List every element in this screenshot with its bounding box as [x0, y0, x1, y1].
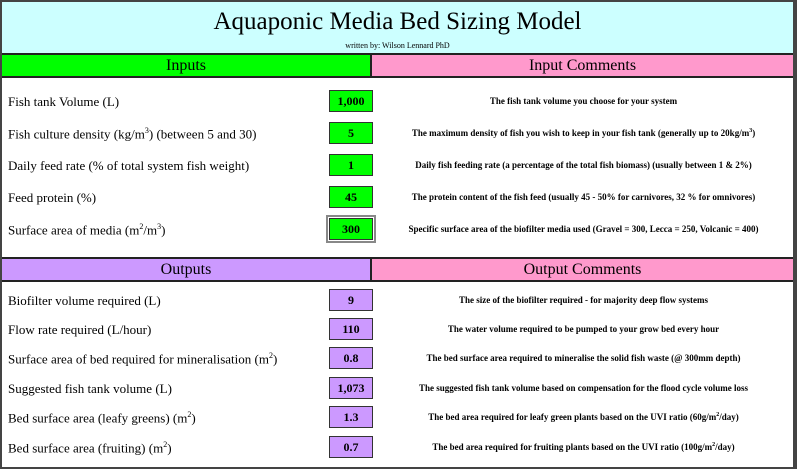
input-value-cell[interactable]: 1,000 — [329, 90, 373, 112]
output-comment: The water volume required to be pumped t… — [447, 324, 720, 334]
output-row: Biofilter volume required (L) 9 The size… — [2, 287, 793, 315]
page-title: Aquaponic Media Bed Sizing Model — [213, 8, 582, 35]
input-label: Feed protein (%) — [8, 190, 97, 205]
output-comments-header: Output Comments — [372, 257, 793, 282]
input-comments-header: Input Comments — [372, 55, 793, 78]
input-comment: Daily fish feeding rate (a percentage of… — [415, 160, 752, 170]
input-row: Daily feed rate (% of total system fish … — [2, 152, 793, 180]
output-label: Flow rate required (L/hour) — [8, 322, 152, 337]
output-comment: The size of the biofilter required - for… — [458, 295, 709, 305]
output-comment: The suggested fish tank volume based on … — [418, 383, 749, 393]
input-label: Fish tank Volume (L) — [8, 94, 120, 109]
input-comment: The protein content of the fish feed (us… — [411, 192, 756, 202]
output-value-cell[interactable]: 0.7 — [329, 436, 373, 458]
input-row: Fish tank Volume (L) 1,000 The fish tank… — [2, 88, 793, 116]
input-comment: Specific surface area of the biofilter m… — [408, 224, 759, 234]
output-value-cell[interactable]: 1,073 — [329, 377, 373, 399]
output-row: Suggested fish tank volume (L) 1,073 The… — [2, 375, 793, 403]
output-comment: The bed area required for fruiting plant… — [432, 442, 735, 452]
output-value-cell[interactable]: 0.8 — [329, 347, 373, 369]
output-label: Biofilter volume required (L) — [8, 293, 161, 308]
output-label: Bed surface area (leafy greens) (m2) — [8, 410, 196, 426]
outputs-header: Outputs — [2, 257, 372, 282]
input-value-cell[interactable]: 45 — [329, 186, 373, 208]
output-label: Bed surface area (fruiting) (m2) — [8, 440, 172, 456]
output-label: Surface area of bed required for mineral… — [8, 351, 278, 367]
input-row: Fish culture density (kg/m3) (between 5 … — [2, 120, 793, 148]
input-value-cell[interactable]: 5 — [329, 122, 373, 144]
output-comment: The bed surface area required to mineral… — [426, 353, 741, 363]
author-credit: written by: Wilson Lennard PhD — [345, 41, 450, 50]
output-value-cell[interactable]: 9 — [329, 289, 373, 311]
input-label: Daily feed rate (% of total system fish … — [8, 158, 250, 173]
input-comment: The maximum density of fish you wish to … — [411, 128, 756, 138]
input-label: Surface area of media (m2/m3) — [8, 222, 166, 238]
output-row: Flow rate required (L/hour) 110 The wate… — [2, 316, 793, 344]
output-comment: The bed area required for leafy green pl… — [428, 412, 739, 422]
output-row: Surface area of bed required for mineral… — [2, 345, 793, 373]
input-comment: The fish tank volume you choose for your… — [489, 96, 678, 106]
input-value-cell[interactable]: 300 — [326, 215, 376, 243]
output-value-cell[interactable]: 110 — [329, 318, 373, 340]
output-label: Suggested fish tank volume (L) — [8, 381, 172, 396]
input-value-cell[interactable]: 1 — [329, 154, 373, 176]
input-label: Fish culture density (kg/m3) (between 5 … — [8, 126, 257, 142]
input-row: Surface area of media (m2/m3) 300 Specif… — [2, 215, 793, 244]
output-row: Bed surface area (fruiting) (m2) 0.7 The… — [2, 434, 793, 462]
output-value-cell[interactable]: 1.3 — [329, 406, 373, 428]
inputs-header: Inputs — [2, 55, 372, 78]
title-area: Aquaponic Media Bed Sizing Model written… — [2, 2, 793, 55]
output-row: Bed surface area (leafy greens) (m2) 1.3… — [2, 404, 793, 432]
input-row: Feed protein (%) 45 The protein content … — [2, 184, 793, 212]
